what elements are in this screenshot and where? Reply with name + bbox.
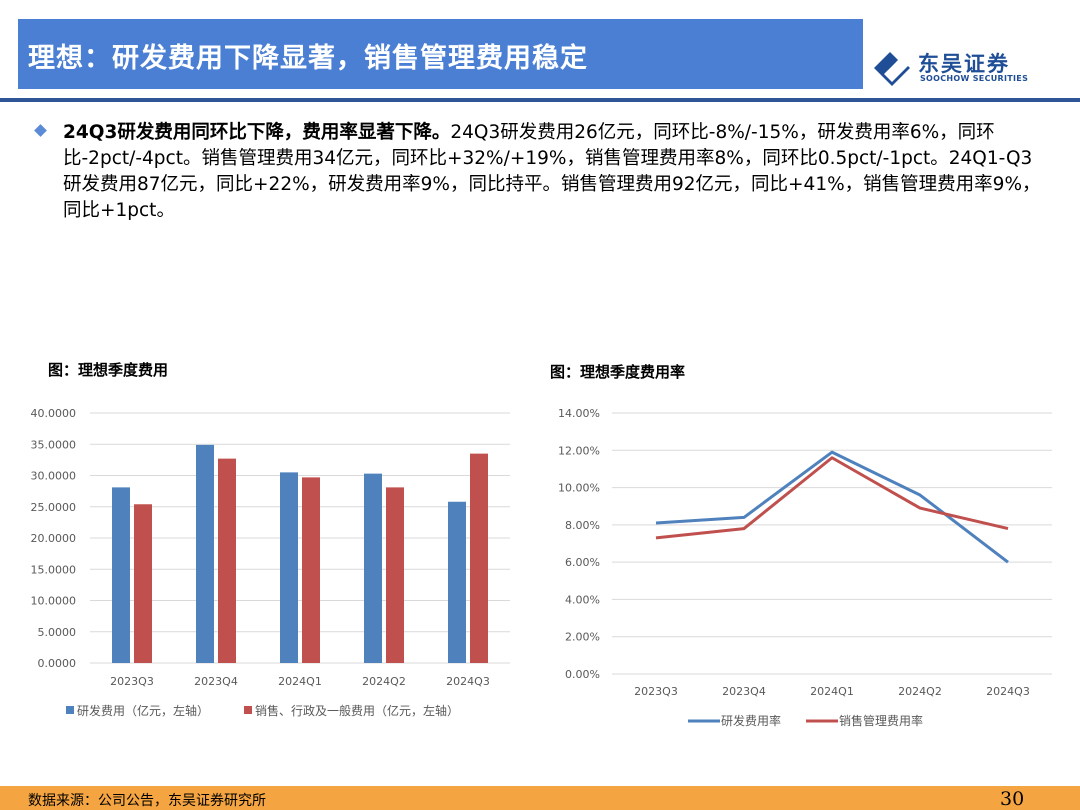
y-tick-label: 8.00%	[565, 519, 600, 532]
legend-swatch	[244, 706, 252, 714]
bar-rd	[112, 487, 130, 663]
footer-bar	[0, 786, 1080, 810]
y-tick-label: 0.0000	[38, 657, 77, 670]
x-tick-label: 2023Q3	[634, 685, 678, 698]
diamond-bullet-icon	[34, 124, 47, 137]
summary-paragraph: 24Q3研发费用同环比下降，费用率显著下降。24Q3研发费用26亿元，同环比-8…	[63, 120, 1048, 224]
y-tick-label: 20.0000	[31, 532, 77, 545]
company-logo: 东吴证券 SOOCHOW SECURITIES	[870, 48, 1070, 88]
bar-sga	[470, 453, 488, 663]
bar-rd	[448, 501, 466, 663]
bar-sga	[218, 458, 236, 663]
x-tick-label: 2024Q1	[278, 675, 322, 688]
soochow-logo-icon	[874, 52, 910, 86]
title-bar	[18, 19, 863, 89]
y-tick-label: 6.00%	[565, 556, 600, 569]
legend-label: 研发费用率	[721, 713, 781, 728]
expense-bar-chart: 0.0000 5.0000 10.0000 15.0000 20.0000 25.0000…	[31, 407, 510, 718]
legend-label: 销售管理费用率	[839, 713, 923, 728]
y-tick-label: 25.0000	[31, 501, 77, 514]
y-tick-label: 40.0000	[31, 407, 77, 420]
logo-chinese-name: 东吴证券	[918, 52, 1010, 76]
x-tick-label: 2023Q3	[110, 675, 154, 688]
y-tick-label: 4.00%	[565, 593, 600, 606]
y-tick-label: 30.0000	[31, 470, 77, 483]
series-line-sga-rate	[655, 456, 1009, 540]
x-tick-label: 2024Q3	[986, 685, 1030, 698]
summary-lead: 24Q3研发费用同环比下降，费用率显著下降。	[63, 122, 451, 143]
x-tick-label: 2023Q4	[194, 675, 238, 688]
page-number: 30	[1000, 788, 1025, 810]
y-tick-label: 2.00%	[565, 631, 600, 644]
bar-rd	[364, 473, 382, 663]
left-figure-title: 图：理想季度费用	[48, 361, 169, 379]
legend-swatch	[66, 706, 74, 714]
summary-text: 24Q3研发费用26亿元，同环比-8%/-15%，研发费用率6%，同环比-2pc…	[63, 122, 1041, 221]
x-tick-label: 2024Q2	[898, 685, 942, 698]
y-tick-label: 5.0000	[38, 626, 77, 639]
legend-label: 销售、行政及一般费用（亿元，左轴）	[255, 703, 459, 718]
right-figure-title: 图：理想季度费用率	[550, 363, 686, 381]
x-tick-label: 2023Q4	[722, 685, 766, 698]
bar-sga	[134, 504, 152, 663]
x-tick-label: 2024Q2	[362, 675, 406, 688]
y-tick-label: 35.0000	[31, 438, 77, 451]
expense-rate-line-chart: 0.00% 2.00% 4.00% 6.00% 8.00% 10.00% 12.00% 14.…	[558, 407, 1052, 728]
y-tick-label: 10.00%	[558, 482, 600, 495]
series-line-rd-rate	[655, 450, 1009, 564]
bar-rd	[280, 472, 298, 663]
data-source: 数据来源：公司公告，东吴证券研究所	[28, 793, 266, 809]
x-tick-label: 2024Q1	[810, 685, 854, 698]
header-divider	[0, 98, 1080, 102]
bar-rd	[196, 444, 214, 663]
y-tick-label: 15.0000	[31, 563, 77, 576]
y-tick-label: 12.00%	[558, 444, 600, 457]
y-tick-label: 0.00%	[565, 668, 600, 681]
x-tick-label: 2024Q3	[446, 675, 490, 688]
bar-sga	[386, 487, 404, 663]
legend-label: 研发费用（亿元，左轴）	[77, 703, 209, 718]
y-tick-label: 10.0000	[31, 595, 77, 608]
y-tick-label: 14.00%	[558, 407, 600, 420]
page-title: 理想：研发费用下降显著，销售管理费用稳定	[28, 43, 588, 74]
logo-english-name: SOOCHOW SECURITIES	[920, 74, 1029, 83]
bar-sga	[302, 477, 320, 663]
